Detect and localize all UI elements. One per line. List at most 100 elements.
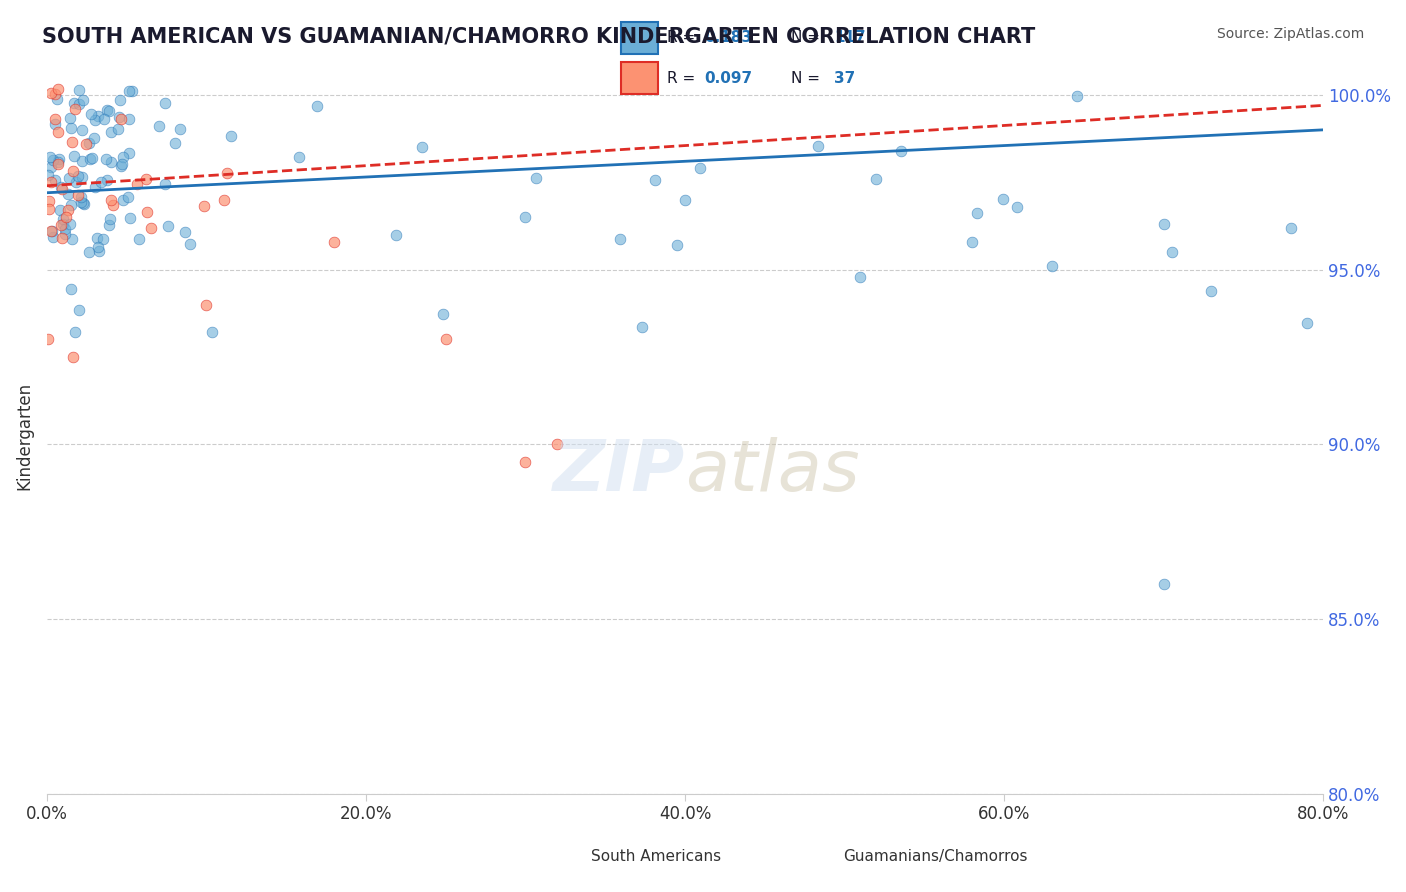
Text: ZIP: ZIP [553, 437, 685, 506]
Text: N =: N = [792, 30, 825, 45]
Point [62, 350, 84, 364]
Point [39, 160, 62, 174]
Point [807, 138, 830, 153]
Point [385, 228, 408, 243]
Point [1153, 217, 1175, 231]
FancyBboxPatch shape [621, 62, 658, 94]
Point [83, 130, 105, 145]
Point [121, 84, 143, 98]
Point [67, 302, 90, 317]
Point [46, 154, 69, 169]
Point [94, 153, 117, 167]
Point [546, 437, 568, 451]
Point [87, 240, 110, 254]
Point [60, 198, 83, 212]
Text: R =: R = [668, 71, 700, 86]
Point [44, 87, 66, 101]
Point [39, 86, 62, 100]
Point [72, 196, 94, 211]
Point [37, 169, 59, 183]
Point [609, 232, 631, 246]
Point [125, 177, 148, 191]
Point [84, 180, 107, 194]
Point [515, 210, 537, 224]
Point [118, 84, 141, 98]
Point [1161, 245, 1184, 260]
Text: atlas: atlas [685, 437, 859, 506]
Point [411, 139, 433, 153]
Point [86, 231, 108, 245]
Text: 37: 37 [834, 71, 856, 86]
Point [288, 150, 311, 164]
Point [79, 152, 101, 166]
Point [51, 182, 73, 196]
Point [38, 150, 60, 164]
Point [46, 157, 69, 171]
Text: SOUTH AMERICAN VS GUAMANIAN/CHAMORRO KINDERGARTEN CORRELATION CHART: SOUTH AMERICAN VS GUAMANIAN/CHAMORRO KIN… [42, 27, 1035, 46]
Point [98, 103, 121, 118]
Point [118, 146, 141, 161]
Point [193, 199, 215, 213]
Point [153, 95, 176, 110]
Text: South Americans: South Americans [591, 849, 721, 863]
Point [993, 192, 1015, 206]
Point [111, 157, 134, 171]
Point [666, 238, 689, 252]
Point [195, 297, 218, 311]
Point [72, 123, 94, 137]
Point [51, 231, 73, 245]
Point [111, 193, 134, 207]
Point [1005, 200, 1028, 214]
Point [98, 212, 121, 227]
Point [84, 112, 107, 127]
Point [849, 269, 872, 284]
Point [111, 149, 134, 163]
Point [153, 177, 176, 191]
Point [118, 112, 141, 126]
Point [214, 193, 236, 207]
Point [165, 136, 187, 150]
FancyBboxPatch shape [621, 22, 658, 54]
Text: 117: 117 [834, 30, 866, 45]
Point [39, 224, 62, 238]
Point [1040, 259, 1063, 273]
Point [42, 229, 65, 244]
Point [72, 93, 94, 107]
Point [44, 173, 66, 187]
Point [87, 109, 110, 123]
Point [53, 222, 76, 236]
Point [100, 193, 122, 207]
Point [44, 117, 66, 131]
Point [63, 102, 86, 116]
Point [219, 128, 242, 143]
Point [87, 244, 110, 258]
Point [51, 219, 73, 233]
Point [90, 176, 112, 190]
Point [67, 97, 90, 112]
Text: Guamanians/Chamorros: Guamanians/Chamorros [844, 849, 1028, 863]
Point [38, 202, 60, 216]
Point [38, 194, 60, 208]
Point [37, 333, 59, 347]
Point [644, 172, 666, 186]
Point [53, 227, 76, 241]
Point [215, 166, 238, 180]
Point [82, 151, 104, 165]
Point [91, 232, 114, 246]
Point [77, 136, 100, 150]
Point [135, 171, 157, 186]
Point [1201, 284, 1223, 298]
Point [1066, 88, 1088, 103]
Point [60, 232, 83, 246]
Point [62, 163, 84, 178]
Point [60, 282, 83, 296]
Point [59, 217, 82, 231]
Point [80, 107, 103, 121]
Point [62, 149, 84, 163]
Point [1296, 316, 1319, 330]
Point [67, 169, 90, 183]
Point [63, 325, 86, 339]
Point [1153, 577, 1175, 591]
Point [65, 175, 87, 189]
Point [49, 179, 72, 194]
